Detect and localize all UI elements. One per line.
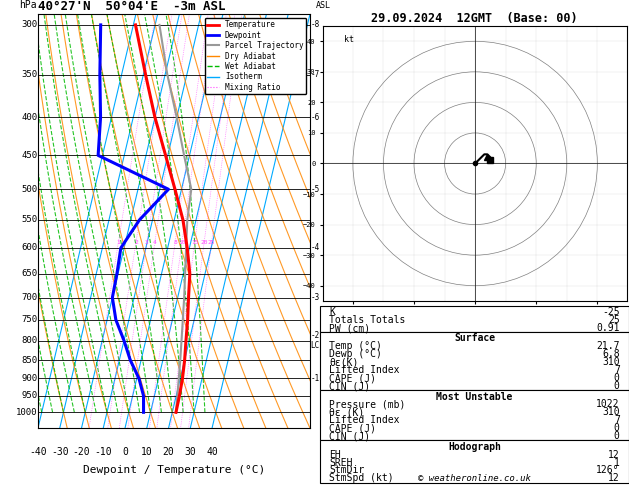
Text: K: K — [329, 307, 335, 317]
Text: 40: 40 — [206, 447, 218, 457]
Text: 600: 600 — [21, 243, 37, 252]
Text: 450: 450 — [21, 151, 37, 160]
Text: 29.09.2024  12GMT  (Base: 00): 29.09.2024 12GMT (Base: 00) — [371, 12, 578, 25]
Text: θε(K): θε(K) — [329, 357, 359, 367]
Text: 1: 1 — [116, 240, 120, 245]
Text: 1: 1 — [614, 457, 620, 468]
Text: 1022: 1022 — [596, 399, 620, 410]
Text: 0: 0 — [614, 423, 620, 434]
Text: -8: -8 — [311, 20, 320, 30]
Text: Mixing Ratio (g/kg): Mixing Ratio (g/kg) — [338, 174, 347, 268]
Bar — [320, 306, 629, 332]
Text: -6: -6 — [311, 113, 320, 122]
Text: 550: 550 — [21, 215, 37, 225]
Text: 10: 10 — [178, 240, 186, 245]
Text: 2: 2 — [134, 240, 138, 245]
Text: Pressure (mb): Pressure (mb) — [329, 399, 406, 410]
Text: 400: 400 — [21, 113, 37, 122]
Text: Lifted Index: Lifted Index — [329, 365, 400, 375]
Text: 310: 310 — [602, 407, 620, 417]
Text: 0: 0 — [122, 447, 128, 457]
Text: 650: 650 — [21, 269, 37, 278]
Text: 300: 300 — [21, 20, 37, 30]
Text: 900: 900 — [21, 374, 37, 383]
Text: 30: 30 — [184, 447, 196, 457]
Text: 25: 25 — [608, 315, 620, 325]
Text: Dewp (°C): Dewp (°C) — [329, 349, 382, 359]
Text: 500: 500 — [21, 185, 37, 194]
Text: -4: -4 — [311, 243, 320, 252]
Text: 0.91: 0.91 — [596, 323, 620, 333]
Text: 310: 310 — [602, 357, 620, 367]
Text: 12: 12 — [608, 473, 620, 484]
Text: θε (K): θε (K) — [329, 407, 365, 417]
Text: 20: 20 — [201, 240, 208, 245]
Text: 950: 950 — [21, 391, 37, 400]
Text: CIN (J): CIN (J) — [329, 431, 370, 441]
Text: 1000: 1000 — [16, 408, 37, 417]
Text: 3: 3 — [145, 240, 148, 245]
Text: 8: 8 — [173, 240, 177, 245]
Text: kt: kt — [343, 35, 353, 44]
Text: PW (cm): PW (cm) — [329, 323, 370, 333]
Text: -30: -30 — [51, 447, 69, 457]
Text: 700: 700 — [21, 293, 37, 302]
Text: Dewpoint / Temperature (°C): Dewpoint / Temperature (°C) — [83, 465, 265, 475]
Text: -10: -10 — [94, 447, 112, 457]
Text: -20: -20 — [73, 447, 91, 457]
Text: -40: -40 — [29, 447, 47, 457]
Text: 7: 7 — [614, 416, 620, 425]
Text: 0: 0 — [614, 431, 620, 441]
Text: Lifted Index: Lifted Index — [329, 416, 400, 425]
Text: Hodograph: Hodograph — [448, 442, 501, 451]
Text: © weatheronline.co.uk: © weatheronline.co.uk — [418, 474, 531, 483]
Bar — [320, 390, 629, 440]
Text: Surface: Surface — [454, 333, 495, 344]
Text: StmSpd (kt): StmSpd (kt) — [329, 473, 394, 484]
Text: 15: 15 — [191, 240, 199, 245]
Text: 21.7: 21.7 — [596, 341, 620, 351]
Text: EH: EH — [329, 450, 341, 460]
Text: -5: -5 — [311, 185, 320, 194]
Text: 7: 7 — [614, 365, 620, 375]
Text: 25: 25 — [208, 240, 215, 245]
Text: CAPE (J): CAPE (J) — [329, 423, 376, 434]
Text: 12: 12 — [608, 450, 620, 460]
Legend: Temperature, Dewpoint, Parcel Trajectory, Dry Adiabat, Wet Adiabat, Isotherm, Mi: Temperature, Dewpoint, Parcel Trajectory… — [204, 18, 306, 94]
Text: CAPE (J): CAPE (J) — [329, 373, 376, 383]
Text: Most Unstable: Most Unstable — [437, 392, 513, 401]
Text: SREH: SREH — [329, 457, 353, 468]
Text: -25: -25 — [602, 307, 620, 317]
Text: 20: 20 — [163, 447, 174, 457]
Text: 350: 350 — [21, 70, 37, 79]
Text: Totals Totals: Totals Totals — [329, 315, 406, 325]
Text: 4: 4 — [153, 240, 157, 245]
Text: km
ASL: km ASL — [315, 0, 330, 10]
Text: 10: 10 — [141, 447, 153, 457]
Text: 6.8: 6.8 — [602, 349, 620, 359]
Text: hPa: hPa — [19, 0, 36, 10]
Text: 126°: 126° — [596, 466, 620, 475]
Text: 850: 850 — [21, 355, 37, 364]
Text: 0: 0 — [614, 381, 620, 391]
Text: 800: 800 — [21, 336, 37, 345]
Text: -1: -1 — [311, 374, 320, 383]
Bar — [320, 332, 629, 390]
Text: -2
LCL: -2 LCL — [311, 331, 325, 350]
Text: 750: 750 — [21, 315, 37, 324]
Text: 40°27'N  50°04'E  -3m ASL: 40°27'N 50°04'E -3m ASL — [38, 0, 226, 13]
Text: 0: 0 — [614, 373, 620, 383]
Text: -7: -7 — [311, 70, 320, 79]
Text: -3: -3 — [311, 293, 320, 302]
Bar — [320, 440, 629, 483]
Text: StmDir: StmDir — [329, 466, 365, 475]
Text: Temp (°C): Temp (°C) — [329, 341, 382, 351]
Text: CIN (J): CIN (J) — [329, 381, 370, 391]
